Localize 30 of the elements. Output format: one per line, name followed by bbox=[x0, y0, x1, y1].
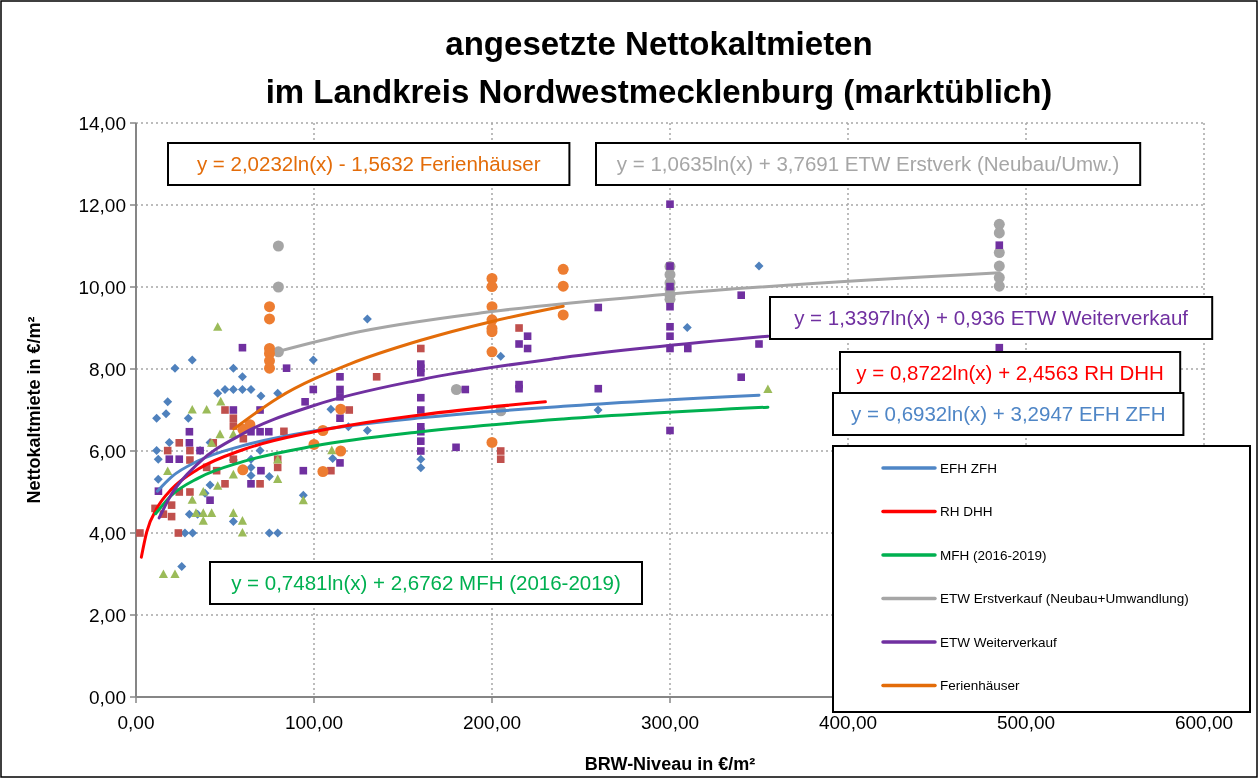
x-tick-label: 100,00 bbox=[284, 712, 344, 733]
chart-title: angesetzte Nettokaltmieten im Landkreis Nordwestmecklenburg (marktüblich) bbox=[265, 25, 1053, 110]
y-axis-title: Nettokaltmiete in €/m² bbox=[24, 316, 44, 504]
y-tick-label: 8,00 bbox=[89, 358, 126, 380]
y-tick-label: 0,00 bbox=[89, 686, 126, 708]
annotation: y = 1,3397ln(x) + 0,936 ETW Weiterverkauf bbox=[794, 306, 1189, 330]
legend-label: EFH ZFH bbox=[940, 460, 997, 476]
annotation: y = 0,7481ln(x) + 2,6762 MFH (2016-2019) bbox=[231, 571, 621, 595]
annotation: y = 1,0635ln(x) + 3,7691 ETW Erstverk (Neubau/Umw.) bbox=[616, 152, 1120, 176]
x-tick-label: 600,00 bbox=[1174, 712, 1234, 733]
legend-label: MFH (2016-2019) bbox=[940, 547, 1047, 563]
annotation: y = 0,8722ln(x) + 2,4563 RH DHH bbox=[856, 361, 1164, 385]
legend-label: ETW Erstverkauf (Neubau+Umwandlung) bbox=[940, 591, 1189, 607]
x-tick-label: 300,00 bbox=[640, 712, 700, 733]
legend-label: RH DHH bbox=[940, 504, 993, 520]
y-tick-label: 6,00 bbox=[89, 440, 126, 462]
y-tick-label: 10,00 bbox=[78, 276, 126, 298]
y-tick-label: 4,00 bbox=[89, 522, 126, 544]
y-tick-label: 2,00 bbox=[89, 604, 126, 626]
y-tick-label: 14,00 bbox=[78, 112, 126, 134]
y-tick-label: 12,00 bbox=[78, 194, 126, 216]
legend-label: Ferienhäuser bbox=[940, 678, 1021, 694]
x-tick-label: 500,00 bbox=[996, 712, 1056, 733]
x-axis-title: BRW-Niveau in €/m² bbox=[584, 754, 756, 774]
x-tick-label: 200,00 bbox=[462, 712, 522, 733]
legend-label: ETW Weiterverkauf bbox=[940, 634, 1058, 650]
x-tick-label: 0,00 bbox=[117, 712, 155, 733]
x-tick-label: 400,00 bbox=[818, 712, 878, 733]
annotation: y = 2,0232ln(x) - 1,5632 Ferienhäuser bbox=[196, 152, 541, 176]
annotation: y = 0,6932ln(x) + 3,2947 EFH ZFH bbox=[850, 402, 1166, 426]
